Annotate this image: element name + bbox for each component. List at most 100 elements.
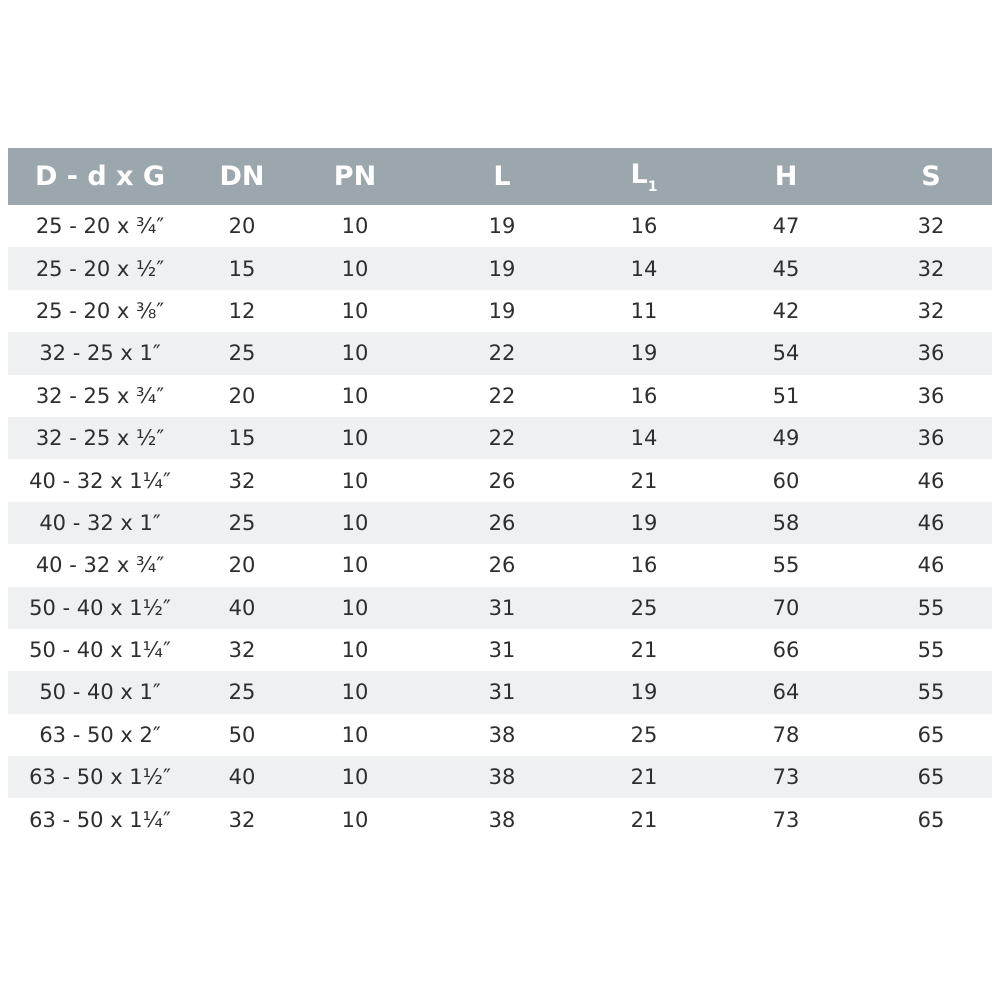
table-cell: 22 <box>418 416 586 460</box>
table-cell: 63 - 50 x 1½″ <box>8 756 192 799</box>
table-cell: 50 - 40 x 1″ <box>8 671 192 714</box>
table-cell: 10 <box>341 553 369 578</box>
header-label: L <box>630 158 648 190</box>
header-label: H <box>774 161 798 192</box>
table-cell: 16 <box>630 553 658 578</box>
table-cell: 14 <box>586 247 702 290</box>
table-cell: 50 <box>228 722 256 747</box>
table-cell: 40 - 32 x ¾″ <box>35 553 165 578</box>
header-label: D - d x G <box>34 161 166 192</box>
table-cell: 32 - 25 x 1″ <box>8 332 192 375</box>
table-cell: 10 <box>341 383 369 408</box>
table-cell: 10 <box>292 332 418 375</box>
table-cell: 21 <box>630 468 658 493</box>
table-body: 25 - 20 x ¾″ 20 10 19 16 47 32 25 - 20 x ½″ 15 10… <box>8 205 992 841</box>
table-cell: 32 - 25 x ½″ <box>8 416 192 460</box>
table-cell: 55 <box>870 586 992 629</box>
table-cell: 26 <box>418 501 586 545</box>
table-cell: 26 <box>488 468 516 493</box>
table-cell: 25 <box>630 722 658 747</box>
table-cell: 32 <box>917 214 945 239</box>
table-cell: 22 <box>488 383 516 408</box>
table-cell: 38 <box>488 807 516 832</box>
table-cell: 46 <box>870 501 992 545</box>
table-row: 32 - 25 x ½″ 15 10 22 14 49 36 <box>8 416 992 460</box>
table-cell: 25 - 20 x ⅜″ <box>35 298 165 323</box>
table-cell: 12 <box>228 298 256 323</box>
table-cell: 10 <box>292 501 418 545</box>
table-cell: 10 <box>292 416 418 460</box>
table-cell: 65 <box>917 807 945 832</box>
table-cell: 21 <box>586 756 702 799</box>
table-row: 63 - 50 x 1½″ 40 10 38 21 73 65 <box>8 756 992 799</box>
table-row: 40 - 32 x 1¼″ 32 10 26 21 60 46 <box>8 459 992 501</box>
table-cell: 11 <box>630 298 658 323</box>
table-cell: 31 <box>488 638 516 663</box>
table-cell: 40 <box>192 756 292 799</box>
table-cell: 42 <box>772 298 800 323</box>
table-cell: 63 - 50 x 1¼″ <box>29 807 171 832</box>
table-cell: 51 <box>772 383 800 408</box>
table-cell: 45 <box>702 247 870 290</box>
table-cell: 38 <box>418 756 586 799</box>
table-cell: 10 <box>341 807 369 832</box>
table-cell: 21 <box>630 638 658 663</box>
table-cell: 19 <box>488 298 516 323</box>
table-cell: 15 <box>192 247 292 290</box>
table-cell: 25 <box>586 586 702 629</box>
header-cell: PN <box>292 148 418 205</box>
table-row: 63 - 50 x 2″ 50 10 38 25 78 65 <box>8 714 992 756</box>
table-cell: 10 <box>292 671 418 714</box>
table-cell: 32 <box>228 468 256 493</box>
table-row: 25 - 20 x ¾″ 20 10 19 16 47 32 <box>8 205 992 247</box>
table-cell: 66 <box>772 638 800 663</box>
table-cell: 73 <box>772 807 800 832</box>
header-row: D - d x G DN PN L L1 H S <box>8 148 992 205</box>
table-cell: 32 <box>228 807 256 832</box>
header-label: S <box>921 161 941 192</box>
header-cell: D - d x G <box>8 148 192 205</box>
header-cell: S <box>870 148 992 205</box>
table-cell: 50 - 40 x 1½″ <box>8 586 192 629</box>
table-cell: 58 <box>702 501 870 545</box>
table-cell: 10 <box>341 722 369 747</box>
table-cell: 49 <box>702 416 870 460</box>
table-cell: 50 - 40 x 1¼″ <box>29 638 171 663</box>
table-cell: 60 <box>772 468 800 493</box>
table-cell: 47 <box>772 214 800 239</box>
table-cell: 20 <box>228 553 256 578</box>
table-cell: 14 <box>586 416 702 460</box>
table-cell: 32 - 25 x ¾″ <box>35 383 165 408</box>
table-row: 50 - 40 x 1¼″ 32 10 31 21 66 55 <box>8 629 992 671</box>
header-cell: L1 <box>586 148 702 205</box>
header-cell: L <box>418 148 586 205</box>
table-cell: 19 <box>586 332 702 375</box>
table-row: 32 - 25 x ¾″ 20 10 22 16 51 36 <box>8 375 992 417</box>
table-cell: 10 <box>292 247 418 290</box>
table-row: 40 - 32 x ¾″ 20 10 26 16 55 46 <box>8 544 992 586</box>
table-row: 25 - 20 x ⅜″ 12 10 19 11 42 32 <box>8 290 992 332</box>
table-cell: 16 <box>630 214 658 239</box>
table-cell: 55 <box>772 553 800 578</box>
table-cell: 26 <box>488 553 516 578</box>
table-cell: 55 <box>870 671 992 714</box>
table-cell: 19 <box>586 671 702 714</box>
header-cell: H <box>702 148 870 205</box>
table-cell: 40 - 32 x 1″ <box>8 501 192 545</box>
table-cell: 55 <box>917 638 945 663</box>
table-cell: 10 <box>341 468 369 493</box>
table-cell: 10 <box>292 586 418 629</box>
table-cell: 25 <box>192 501 292 545</box>
table-cell: 36 <box>917 383 945 408</box>
header-cell: DN <box>192 148 292 205</box>
table-row: 25 - 20 x ½″ 15 10 19 14 45 32 <box>8 247 992 290</box>
table-cell: 25 <box>192 332 292 375</box>
table-cell: 20 <box>228 383 256 408</box>
table-cell: 65 <box>870 756 992 799</box>
table-cell: 10 <box>341 638 369 663</box>
table-cell: 73 <box>702 756 870 799</box>
table-cell: 22 <box>418 332 586 375</box>
table-cell: 40 <box>192 586 292 629</box>
table-row: 32 - 25 x 1″ 25 10 22 19 54 36 <box>8 332 992 375</box>
table-cell: 25 - 20 x ¾″ <box>35 214 165 239</box>
